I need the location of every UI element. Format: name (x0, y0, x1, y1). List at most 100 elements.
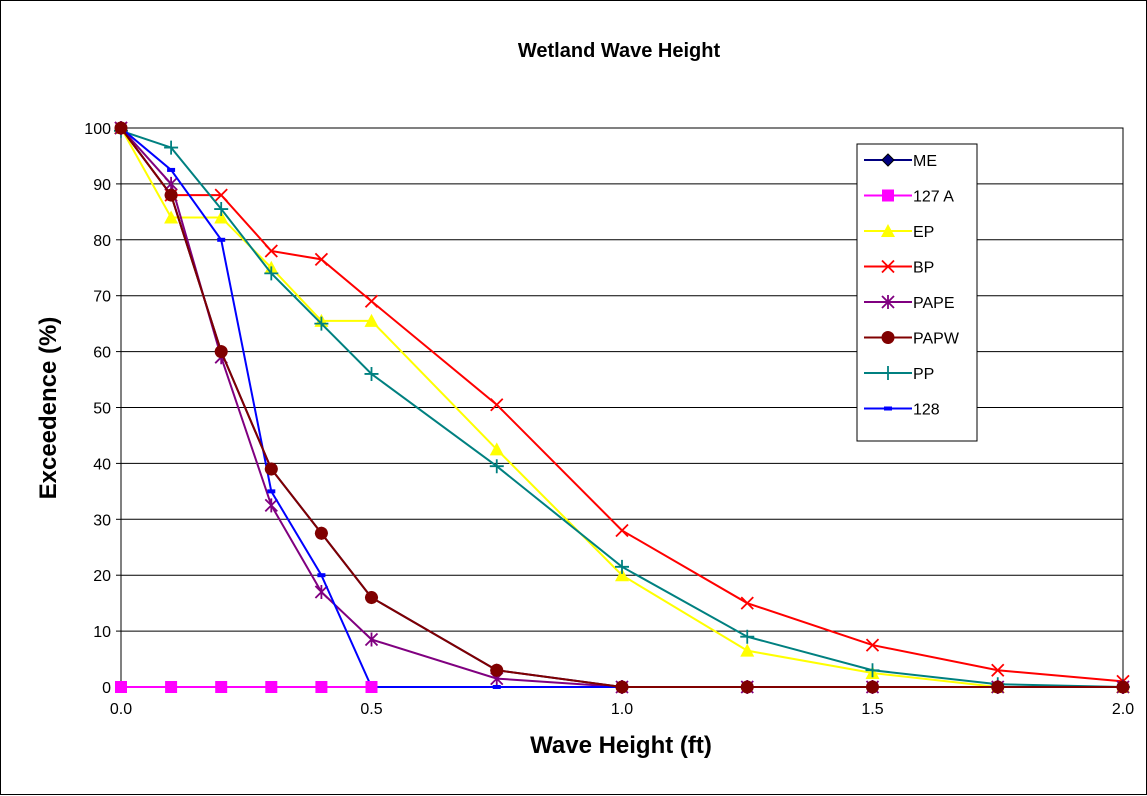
data-point (615, 523, 629, 538)
data-point (317, 573, 326, 578)
data-point (615, 568, 629, 582)
y-tick-label: 60 (93, 345, 111, 362)
y-tick-label: 70 (93, 289, 111, 306)
data-point (114, 121, 128, 135)
data-point (264, 244, 278, 258)
legend-label: BP (913, 260, 934, 277)
x-axis-title: Wave Height (ft) (530, 732, 712, 759)
data-point (315, 681, 328, 693)
series-pp (114, 123, 1130, 694)
data-point (740, 643, 755, 657)
legend-item: EP (864, 224, 934, 241)
data-point (164, 210, 179, 224)
data-point (214, 188, 228, 202)
data-point (214, 202, 229, 217)
data-point (167, 167, 176, 172)
legend-item: BP (864, 260, 934, 277)
legend-item: PAPW (864, 331, 960, 348)
data-point (115, 681, 127, 693)
data-point (164, 188, 178, 202)
y-tick-label: 80 (93, 233, 111, 250)
legend-item: 127 A (864, 189, 954, 206)
data-point (740, 596, 754, 610)
data-point (314, 316, 329, 331)
legend-label: EP (913, 224, 934, 241)
series-127-a (115, 681, 378, 693)
data-point (364, 294, 379, 308)
x-tick-label: 0.5 (360, 701, 382, 718)
legend-marker (882, 189, 894, 202)
data-point (865, 638, 880, 652)
data-point (490, 398, 504, 412)
series-line (120, 129, 1124, 688)
data-point (740, 629, 755, 644)
series-line (120, 127, 1123, 688)
data-point (489, 459, 504, 474)
y-tick-label: 30 (93, 512, 111, 529)
data-point (364, 313, 379, 327)
x-tick-label: 2.0 (1112, 701, 1134, 718)
data-point (991, 680, 1005, 694)
data-point (165, 681, 178, 693)
data-point (1116, 680, 1130, 694)
legend-marker (881, 331, 895, 344)
data-point (740, 680, 754, 694)
legend-marker (881, 366, 895, 380)
data-point (267, 489, 276, 494)
chart-title: Wetland Wave Height (518, 40, 721, 62)
data-point (489, 442, 504, 456)
data-point (866, 680, 879, 694)
y-tick-label: 0 (102, 680, 111, 697)
y-tick-label: 50 (93, 401, 111, 418)
data-point (314, 252, 329, 267)
data-point (314, 526, 328, 540)
data-point (615, 680, 629, 694)
legend-item: 128 (864, 402, 940, 419)
legend-item: PP (864, 366, 934, 383)
legend-marker (881, 224, 895, 237)
data-point (991, 663, 1005, 677)
y-tick-label: 40 (93, 456, 111, 473)
data-point (490, 663, 504, 677)
data-point (214, 210, 229, 224)
y-tick-label: 100 (84, 121, 111, 138)
legend-marker (881, 259, 895, 274)
data-point (364, 366, 379, 381)
data-point (865, 663, 880, 678)
series-line (120, 127, 1123, 688)
data-point (214, 345, 228, 359)
data-point (615, 559, 629, 574)
x-tick-label: 1.0 (611, 701, 633, 718)
y-tick-label: 20 (93, 568, 111, 585)
y-axis-ticks: 0 10 20 30 40 50 60 70 80 90 100 (84, 121, 121, 697)
legend-label: ME (913, 153, 937, 170)
series-papw (114, 121, 1130, 694)
legend-marker (881, 295, 895, 309)
data-point (492, 685, 501, 689)
series-line (120, 127, 1124, 683)
legend-item: PAPE (864, 295, 955, 312)
legend-label: PAPW (913, 331, 960, 348)
series-bp (114, 121, 1130, 689)
legend: ME 127 A EP BP PAPE PAPW PP 128 (856, 143, 978, 442)
x-tick-label: 0.0 (110, 701, 132, 718)
data-point (364, 632, 379, 647)
legend-label: 127 A (913, 189, 954, 206)
y-tick-label: 90 (93, 177, 111, 194)
legend-marker (881, 153, 895, 167)
legend-label: PAPE (913, 295, 955, 312)
data-point (365, 681, 378, 693)
legend-label: PP (913, 366, 934, 383)
legend-box (856, 143, 978, 442)
series-lines (114, 121, 1130, 694)
data-point (264, 498, 278, 513)
x-tick-label: 1.5 (861, 701, 883, 718)
legend-marker (884, 406, 892, 411)
y-tick-label: 10 (93, 624, 111, 641)
legend-label: 128 (913, 402, 940, 419)
data-point (264, 266, 279, 281)
data-point (164, 140, 179, 155)
data-point (215, 681, 228, 693)
